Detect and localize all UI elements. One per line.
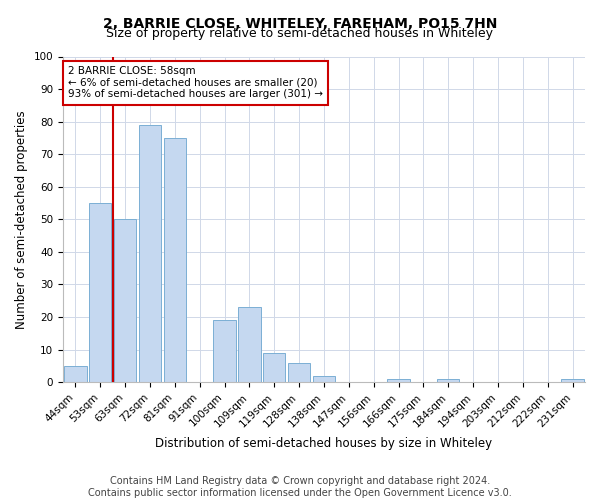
Title: 2, BARRIE CLOSE, WHITELEY, FAREHAM, PO15 7HN
Size of property relative to semi-d: 2, BARRIE CLOSE, WHITELEY, FAREHAM, PO15… xyxy=(0,499,1,500)
Y-axis label: Number of semi-detached properties: Number of semi-detached properties xyxy=(15,110,28,328)
Text: Contains HM Land Registry data © Crown copyright and database right 2024.
Contai: Contains HM Land Registry data © Crown c… xyxy=(88,476,512,498)
Bar xyxy=(437,379,460,382)
Bar xyxy=(263,353,286,382)
Bar xyxy=(238,307,260,382)
Bar xyxy=(388,379,410,382)
Text: 2 BARRIE CLOSE: 58sqm
← 6% of semi-detached houses are smaller (20)
93% of semi-: 2 BARRIE CLOSE: 58sqm ← 6% of semi-detac… xyxy=(68,66,323,100)
Bar xyxy=(114,220,136,382)
Bar xyxy=(214,320,236,382)
Bar xyxy=(64,366,86,382)
Bar xyxy=(89,203,112,382)
Text: 2, BARRIE CLOSE, WHITELEY, FAREHAM, PO15 7HN: 2, BARRIE CLOSE, WHITELEY, FAREHAM, PO15… xyxy=(103,18,497,32)
Text: Size of property relative to semi-detached houses in Whiteley: Size of property relative to semi-detach… xyxy=(107,28,493,40)
Bar xyxy=(562,379,584,382)
X-axis label: Distribution of semi-detached houses by size in Whiteley: Distribution of semi-detached houses by … xyxy=(155,437,493,450)
Bar xyxy=(288,362,310,382)
Bar xyxy=(313,376,335,382)
Bar xyxy=(139,125,161,382)
Bar xyxy=(164,138,186,382)
